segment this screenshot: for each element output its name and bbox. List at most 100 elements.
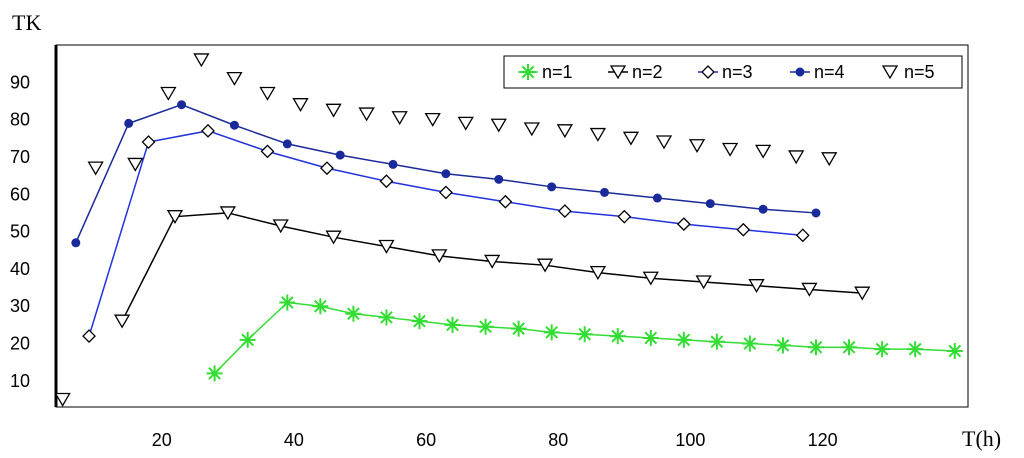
data-point <box>378 309 395 326</box>
y-tick-label: 30 <box>10 296 30 316</box>
data-point <box>510 320 527 337</box>
legend-box <box>503 55 963 89</box>
data-point <box>411 313 428 330</box>
legend-marker <box>795 67 805 77</box>
x-tick-label: 40 <box>284 430 304 450</box>
data-point <box>617 209 632 224</box>
data-point <box>160 86 177 101</box>
data-point <box>609 328 626 345</box>
data-point <box>82 329 96 344</box>
data-point <box>177 100 187 110</box>
data-point <box>523 122 540 137</box>
data-point <box>821 152 838 167</box>
data-point <box>688 139 706 154</box>
data-point <box>556 124 574 139</box>
x-tick-label: 100 <box>675 430 705 450</box>
data-point <box>335 150 345 160</box>
data-point <box>801 282 818 297</box>
data-point <box>642 329 659 346</box>
data-point <box>71 238 81 248</box>
data-point <box>498 194 513 209</box>
y-tick-label: 80 <box>10 110 30 130</box>
data-point <box>652 193 662 203</box>
y-tick-label: 60 <box>10 184 30 204</box>
legend-label: n=4 <box>814 62 845 82</box>
data-point <box>166 210 184 224</box>
data-point <box>754 144 772 159</box>
data-point <box>54 392 71 407</box>
data-point <box>259 86 276 101</box>
data-point <box>695 275 712 290</box>
series-layer <box>54 53 963 407</box>
data-point <box>490 118 507 133</box>
y-ticks: 10 20 30 40 50 60 70 80 90 <box>10 72 30 391</box>
legend-label: n=3 <box>722 62 753 82</box>
legend-item: n=3 <box>698 62 753 82</box>
data-point <box>675 331 692 348</box>
y-tick-label: 40 <box>10 259 30 279</box>
legend-label: n=1 <box>542 62 573 82</box>
data-point <box>808 339 824 356</box>
legend-label: n=5 <box>904 62 935 82</box>
legend: n=1 n=2 n=3 n=4 n=5 <box>503 55 963 89</box>
data-point <box>124 118 134 128</box>
data-point <box>260 144 275 159</box>
data-point <box>431 249 448 264</box>
data-point <box>622 131 640 146</box>
data-point <box>543 324 560 341</box>
data-point <box>206 365 223 382</box>
data-point <box>441 169 451 179</box>
legend-item: n=1 <box>518 62 573 82</box>
data-point <box>758 204 768 214</box>
data-point <box>774 337 791 354</box>
y-tick-label: 10 <box>10 371 30 391</box>
data-point <box>946 343 963 360</box>
series-n-2 <box>113 206 871 329</box>
series-n-5 <box>54 53 838 407</box>
data-point <box>841 339 858 356</box>
data-point <box>379 174 394 189</box>
data-point <box>345 305 362 322</box>
data-point <box>600 187 610 197</box>
y-tick-label: 70 <box>10 147 30 167</box>
data-point <box>874 341 891 358</box>
data-point <box>708 333 725 350</box>
data-point <box>576 326 593 343</box>
data-point <box>457 116 474 131</box>
x-ticks: 20 40 60 80 100 120 <box>152 430 838 450</box>
data-point <box>705 199 715 209</box>
x-tick-label: 120 <box>808 430 838 450</box>
data-point <box>272 219 289 234</box>
legend-marker <box>881 65 899 80</box>
legend-item: n=5 <box>881 62 935 82</box>
data-point <box>676 217 691 232</box>
y-tick-label: 50 <box>10 222 30 242</box>
data-point <box>854 286 871 301</box>
data-point <box>589 265 607 280</box>
data-point <box>87 161 104 176</box>
series-n-4 <box>71 100 821 248</box>
data-point <box>477 318 494 335</box>
data-point <box>239 331 256 348</box>
data-point <box>292 98 309 113</box>
x-tick-label: 60 <box>416 430 436 450</box>
data-point <box>312 298 329 315</box>
data-point <box>795 228 810 243</box>
data-point <box>378 239 395 254</box>
legend-marker <box>609 65 627 80</box>
plot-frame <box>55 44 969 408</box>
data-point <box>325 103 342 118</box>
data-point <box>282 139 292 149</box>
data-point <box>391 111 408 126</box>
data-point <box>741 335 758 352</box>
data-point <box>127 157 144 172</box>
data-point <box>748 279 765 294</box>
data-point <box>536 258 554 273</box>
series-n-3 <box>82 123 810 344</box>
legend-label: n=2 <box>632 62 663 82</box>
x-axis-title: T(h) <box>962 426 1001 451</box>
series-line <box>88 130 803 337</box>
legend-item: n=4 <box>790 62 845 82</box>
x-tick-label: 20 <box>152 430 172 450</box>
data-point <box>325 230 342 245</box>
